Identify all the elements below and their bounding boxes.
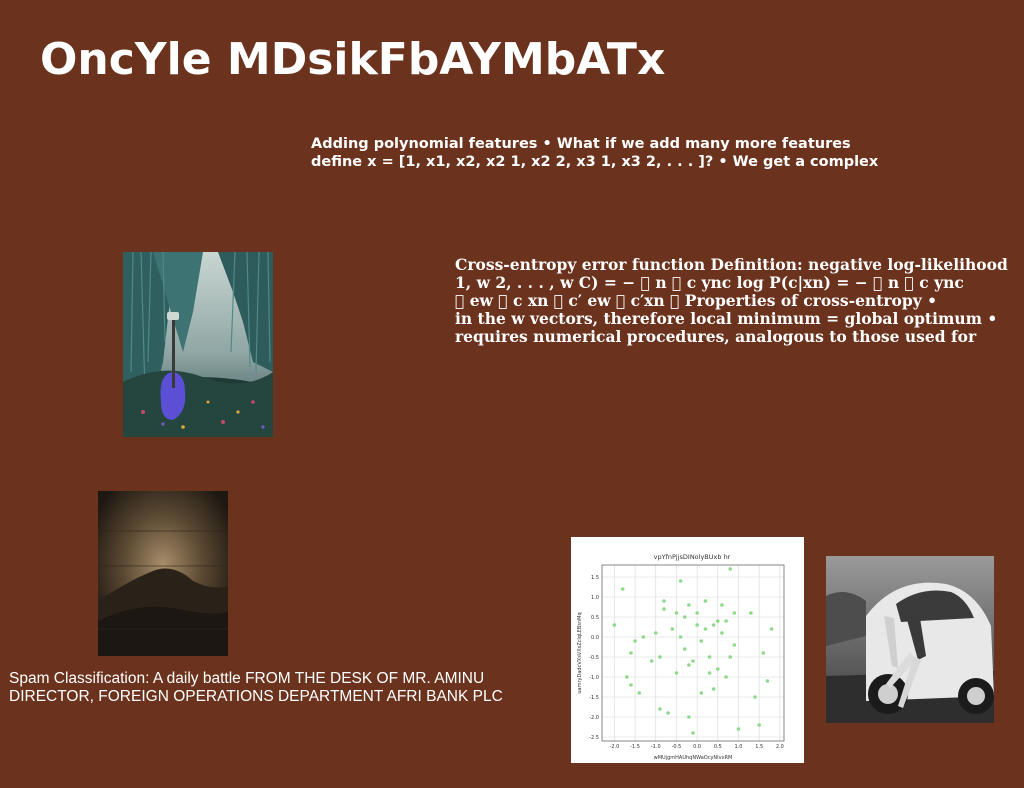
scatter-point [703, 627, 708, 631]
text-line: Spam Classification: A daily battle FROM… [9, 670, 485, 687]
polynomial-features-text: Adding polynomial features • What if we … [311, 135, 879, 171]
mound-dust-photo [98, 491, 228, 656]
scatter-point [716, 667, 720, 671]
x-tick-label: 0.0 [693, 744, 701, 750]
scatter-point [666, 711, 670, 715]
y-tick-label: -1.5 [589, 695, 599, 701]
y-tick-label: -1.0 [589, 675, 599, 681]
scatter-chart: vpYfnPjjsDINolyBUxb hr -2.0 -1.5 -1.0 -0.5 0… [571, 537, 804, 763]
y-tick-label: -2.0 [589, 715, 599, 721]
scatter-point [728, 655, 733, 659]
scatter-point [732, 611, 737, 615]
scatter-point [637, 691, 642, 695]
scatter-point [711, 687, 716, 691]
text-line: Adding polynomial features • What if we … [311, 136, 851, 152]
text-line: DIRECTOR, FOREIGN OPERATIONS DEPARTMENT … [9, 688, 503, 705]
scatter-point [620, 587, 625, 591]
scatter-point [687, 715, 691, 719]
scatter-point [629, 651, 633, 655]
scatter-point [720, 631, 724, 635]
vintage-car-photo [826, 556, 994, 723]
text-line:   ew   c xn   c′ ew   c′xn   Properties … [455, 291, 938, 310]
scatter-point [674, 611, 679, 615]
scatter-point [682, 647, 687, 651]
scatter-point [674, 671, 679, 675]
scatter-point [720, 603, 724, 607]
spam-classification-text: Spam Classification: A daily battle FROM… [9, 670, 549, 706]
scatter-point [649, 659, 654, 663]
text-line: 1, w 2, . . . , w C) = −   n   c ync log… [455, 273, 964, 292]
y-tick-label: -0.5 [589, 655, 599, 661]
scatter-point [662, 599, 666, 603]
x-tick-label: 1.5 [755, 744, 763, 750]
scatter-point [641, 635, 646, 639]
chart-ticks: -2.0 -1.5 -1.0 -0.5 0.0 0.5 1.0 1.5 2.0 1.5 1.0 0.5… [589, 575, 784, 750]
scatter-point [728, 567, 733, 571]
scatter-point [769, 627, 774, 631]
plot-frame [601, 564, 785, 742]
x-tick-label: 0.5 [714, 744, 722, 750]
scatter-point [658, 707, 662, 711]
x-tick-label: 2.0 [776, 744, 784, 750]
scatter-point [699, 639, 704, 643]
scatter-point [687, 603, 691, 607]
scatter-point [711, 623, 716, 627]
scatter-point [757, 723, 761, 727]
scatter-point [629, 683, 633, 687]
y-tick-label: 1.5 [591, 575, 599, 581]
scatter-point [695, 611, 699, 615]
slide-title: OncYle MDsikFbAYMbATx [40, 34, 666, 85]
text-line: define x = [1, x1, x2, x2 1, x2 2, x3 1,… [311, 154, 879, 170]
y-tick-label: 0.5 [591, 615, 599, 621]
scatter-point [716, 619, 720, 623]
y-axis-label: uamryDadcVXsVXsZclqLEBsnMq [577, 612, 583, 693]
scatter-point [699, 691, 704, 695]
x-tick-label: -0.5 [672, 744, 682, 750]
scatter-point [653, 631, 658, 635]
y-tick-label: 0.0 [591, 635, 599, 641]
cross-entropy-text: Cross-entropy error function Definition:… [455, 256, 1020, 346]
forest-night-photo [123, 252, 273, 437]
text-line: in the w vectors, therefore local minimu… [455, 309, 998, 328]
x-tick-label: -1.0 [651, 744, 661, 750]
x-tick-label: -1.5 [630, 744, 640, 750]
scatter-point [682, 615, 687, 619]
x-tick-label: -2.0 [610, 744, 620, 750]
scatter-point [724, 675, 728, 679]
text-line: requires numerical procedures, analogous… [455, 327, 977, 346]
scatter-point [707, 655, 712, 659]
chart-grid [602, 565, 784, 741]
scatter-point [691, 731, 695, 735]
y-tick-label: -2.5 [589, 735, 599, 741]
scatter-point [658, 655, 662, 659]
scatter-point [765, 679, 770, 683]
scatter-point [749, 611, 753, 615]
scatter-point [761, 651, 766, 655]
scatter-point [612, 623, 617, 627]
text-line: Cross-entropy error function Definition:… [455, 255, 1008, 274]
y-tick-label: 1.0 [591, 595, 599, 601]
x-tick-label: 1.0 [735, 744, 743, 750]
scatter-point [753, 695, 757, 699]
scatter-point [633, 639, 637, 643]
chart-title: vpYfnPjjsDINolyBUxb hr [654, 553, 731, 561]
scatter-point [678, 579, 683, 583]
scatter-point [736, 727, 741, 731]
chart-points [612, 567, 774, 735]
scatter-point [691, 659, 695, 663]
scatter-point [724, 619, 728, 623]
scatter-point [670, 627, 675, 631]
scatter-point [625, 675, 629, 679]
scatter-point [732, 643, 737, 647]
scatter-point [678, 635, 683, 639]
x-axis-label: wMUjgmHAUhqNWaOcyNIvxRM [654, 755, 733, 761]
scatter-point [695, 623, 699, 627]
scatter-point [707, 671, 712, 675]
scatter-point [662, 607, 666, 611]
scatter-point [687, 663, 691, 667]
scatter-point [703, 599, 708, 603]
